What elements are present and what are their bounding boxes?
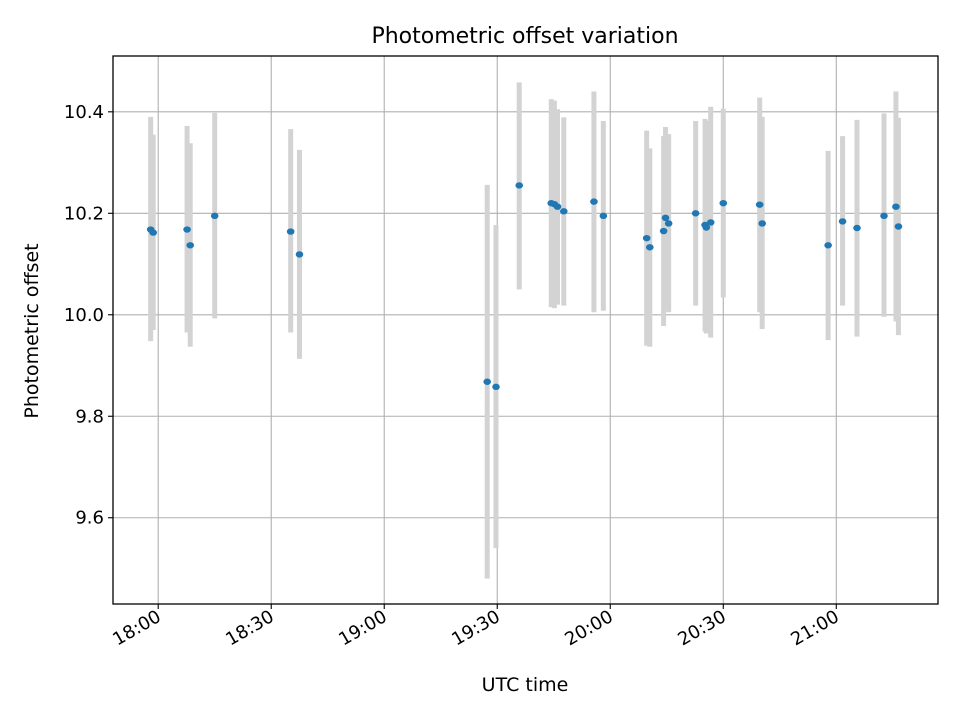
data-point bbox=[691, 210, 700, 217]
data-point bbox=[838, 218, 847, 225]
y-axis-label: Photometric offset bbox=[21, 243, 43, 418]
data-point bbox=[210, 212, 219, 220]
data-point bbox=[702, 224, 711, 231]
data-point bbox=[646, 244, 654, 251]
data-point bbox=[149, 229, 157, 236]
x-axis-label: UTC time bbox=[482, 674, 569, 696]
data-point bbox=[719, 199, 728, 207]
data-point bbox=[706, 219, 715, 226]
data-point bbox=[559, 208, 568, 215]
data-point bbox=[642, 234, 651, 242]
data-point bbox=[755, 201, 764, 208]
data-point bbox=[880, 212, 888, 220]
chart-title: Photometric offset variation bbox=[371, 24, 678, 49]
y-tick-label: 9.6 bbox=[75, 508, 104, 529]
y-tick-label: 10.4 bbox=[64, 102, 104, 123]
data-point bbox=[758, 220, 767, 227]
data-point bbox=[824, 242, 832, 249]
data-point bbox=[483, 378, 492, 385]
data-point bbox=[186, 242, 195, 249]
data-point bbox=[295, 251, 304, 258]
y-tick-label: 10.0 bbox=[64, 305, 104, 326]
data-point bbox=[553, 203, 562, 210]
data-point bbox=[183, 226, 191, 233]
y-tick-label: 10.2 bbox=[64, 203, 104, 224]
data-point bbox=[894, 223, 903, 230]
data-point bbox=[892, 203, 900, 210]
plot-area-frame bbox=[112, 55, 939, 605]
data-point bbox=[853, 224, 861, 232]
data-point bbox=[515, 182, 524, 189]
data-point bbox=[659, 227, 668, 235]
y-tick-label: 9.8 bbox=[75, 406, 104, 427]
data-point bbox=[286, 228, 295, 235]
data-point bbox=[599, 212, 608, 220]
data-points bbox=[146, 182, 903, 391]
data-point bbox=[492, 383, 500, 391]
grid-lines bbox=[113, 56, 938, 604]
data-point bbox=[664, 220, 673, 227]
data-point bbox=[590, 198, 598, 205]
data-point bbox=[661, 214, 670, 222]
